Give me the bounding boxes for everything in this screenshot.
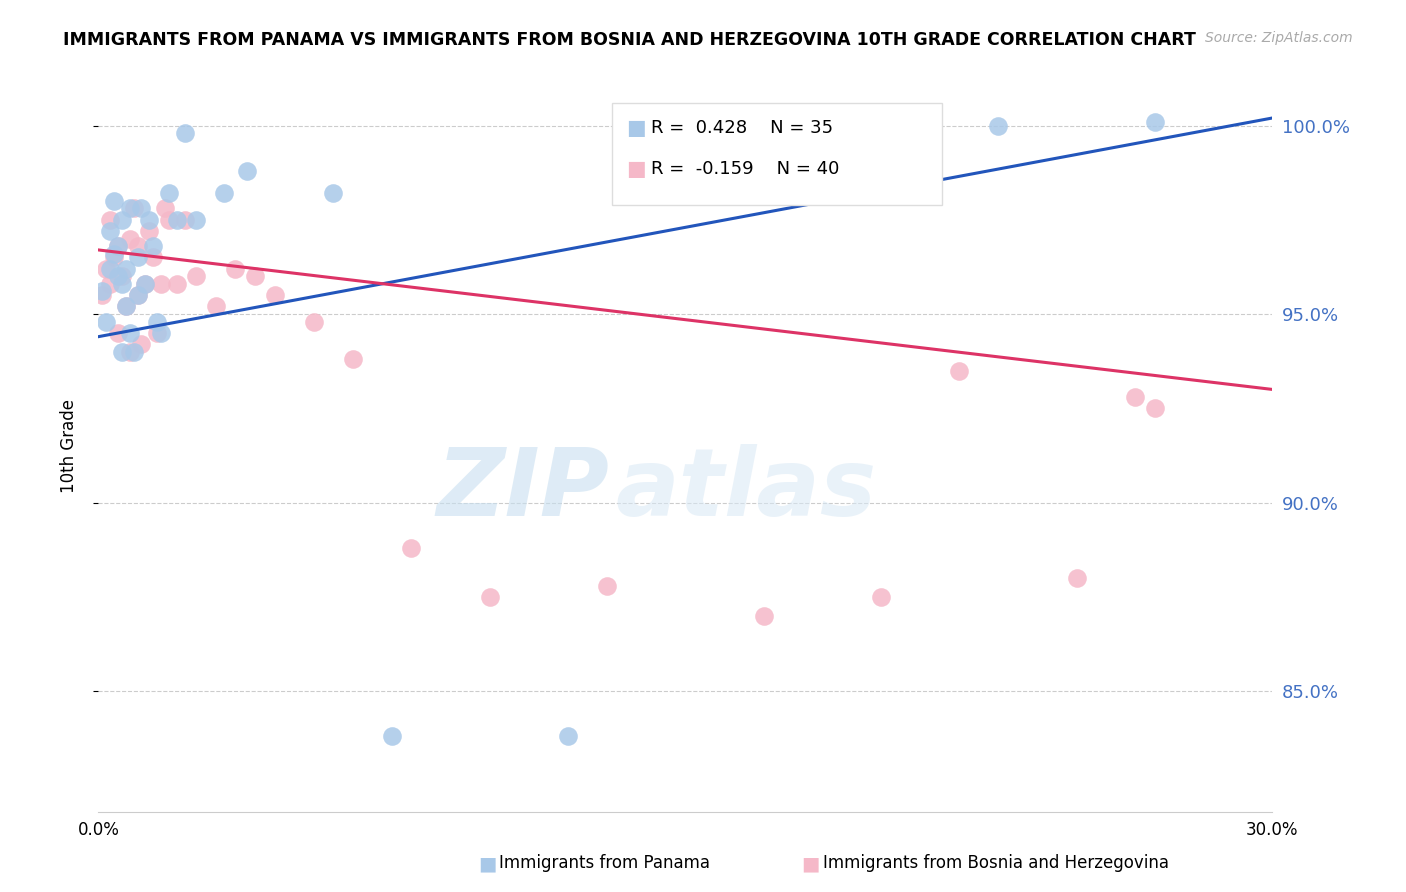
Text: Immigrants from Panama: Immigrants from Panama xyxy=(499,855,710,872)
Point xyxy=(138,224,160,238)
Text: ■: ■ xyxy=(626,118,645,137)
Point xyxy=(107,326,129,340)
Point xyxy=(111,344,134,359)
Text: ■: ■ xyxy=(626,160,645,179)
Point xyxy=(111,212,134,227)
Point xyxy=(342,352,364,367)
Point xyxy=(131,202,153,216)
Point xyxy=(401,541,423,555)
Point xyxy=(107,239,129,253)
Point xyxy=(142,239,165,253)
Point xyxy=(157,186,180,201)
Point xyxy=(107,239,129,253)
Point xyxy=(478,590,501,604)
Point xyxy=(166,277,188,291)
Point xyxy=(114,261,136,276)
Point xyxy=(302,315,325,329)
Point xyxy=(173,126,195,140)
Point xyxy=(96,261,118,276)
Point xyxy=(122,202,145,216)
Point xyxy=(150,277,173,291)
Text: Immigrants from Bosnia and Herzegovina: Immigrants from Bosnia and Herzegovina xyxy=(823,855,1168,872)
Text: Source: ZipAtlas.com: Source: ZipAtlas.com xyxy=(1205,31,1353,45)
Point xyxy=(186,269,208,284)
Point xyxy=(91,288,114,302)
Point xyxy=(122,344,145,359)
Point xyxy=(118,202,141,216)
Text: IMMIGRANTS FROM PANAMA VS IMMIGRANTS FROM BOSNIA AND HERZEGOVINA 10TH GRADE CORR: IMMIGRANTS FROM PANAMA VS IMMIGRANTS FRO… xyxy=(63,31,1197,49)
Point xyxy=(150,326,173,340)
Point xyxy=(557,729,579,743)
Point xyxy=(212,186,235,201)
Point xyxy=(127,251,149,265)
Point xyxy=(103,194,125,208)
Point xyxy=(987,119,1010,133)
Point xyxy=(138,212,160,227)
Point xyxy=(146,315,169,329)
Point xyxy=(103,251,125,265)
Point xyxy=(131,337,153,351)
Text: atlas: atlas xyxy=(614,444,876,536)
Y-axis label: 10th Grade: 10th Grade xyxy=(59,399,77,493)
Point xyxy=(111,269,134,284)
Point xyxy=(118,326,141,340)
Point xyxy=(118,344,141,359)
Point xyxy=(114,300,136,314)
Point xyxy=(263,288,285,302)
Text: R =  0.428    N = 35: R = 0.428 N = 35 xyxy=(651,119,834,136)
Point xyxy=(870,590,893,604)
Point xyxy=(134,277,156,291)
Point xyxy=(114,300,136,314)
Point xyxy=(205,300,228,314)
Text: ZIP: ZIP xyxy=(436,444,609,536)
Point xyxy=(103,246,125,260)
Point xyxy=(236,163,259,178)
Point xyxy=(91,285,114,299)
Point xyxy=(127,288,149,302)
Point xyxy=(98,224,121,238)
Point xyxy=(118,232,141,246)
Point xyxy=(166,212,188,227)
Point xyxy=(146,326,169,340)
Point xyxy=(243,269,266,284)
Point xyxy=(134,277,156,291)
Point xyxy=(596,578,619,592)
Point xyxy=(127,288,149,302)
Point xyxy=(1066,571,1088,585)
Point xyxy=(224,261,246,276)
Point xyxy=(157,212,180,227)
Point xyxy=(1144,401,1167,416)
Point xyxy=(96,315,118,329)
Point xyxy=(111,277,134,291)
Point xyxy=(127,239,149,253)
Text: ■: ■ xyxy=(801,854,820,873)
Point xyxy=(98,261,121,276)
Point xyxy=(173,212,195,227)
Point xyxy=(322,186,344,201)
Point xyxy=(948,363,970,377)
Point xyxy=(98,277,121,291)
Point xyxy=(98,212,121,227)
Point xyxy=(1144,114,1167,128)
Point xyxy=(1125,390,1147,404)
Point xyxy=(142,251,165,265)
Point xyxy=(107,269,129,284)
Point xyxy=(381,729,404,743)
Point xyxy=(153,202,176,216)
Text: R =  -0.159    N = 40: R = -0.159 N = 40 xyxy=(651,161,839,178)
Point xyxy=(186,212,208,227)
Text: ■: ■ xyxy=(478,854,496,873)
Point xyxy=(752,608,775,623)
